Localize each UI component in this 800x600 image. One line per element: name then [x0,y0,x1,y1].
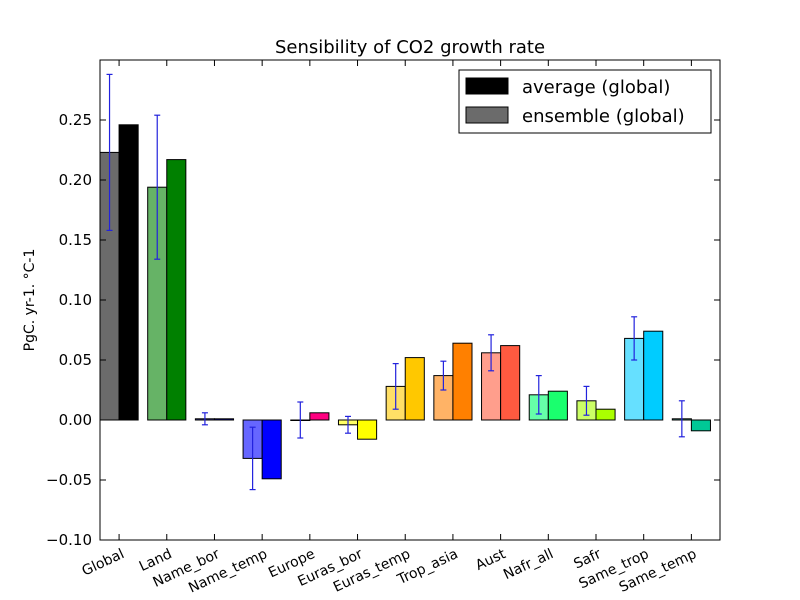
legend-label-average: average (global) [522,77,670,98]
bar-average-trop_asia [452,342,473,421]
bar-average-same_temp [690,419,711,432]
error-bar-nafr_all [535,375,542,415]
legend-swatch-average [465,77,509,95]
legend: average (global) ensemble (global) [458,69,712,134]
axes-layer: −0.10 −0.05 0.00 0.05 0.10 0.15 0.20 0.25 Global… [46,60,720,597]
bar-average-euras_bor [357,419,378,440]
error-bar-euras_temp [392,363,399,410]
error-bar-land [154,114,161,260]
legend-swatch-ensemble [465,106,509,124]
error-bar-euras_bor [345,415,351,434]
bar-average-aust [500,345,521,421]
bar-average-same_trop [643,330,664,421]
legend-label-ensemble: ensemble (global) [522,106,685,127]
bar-average-global [118,124,139,421]
x-tick-label-nafr_all: Nafr_all [501,546,556,583]
chart-title: Sensibility of CO2 growth rate [275,37,545,58]
error-bar-europe [297,401,304,439]
error-bar-trop_asia [440,360,447,391]
bar-average-name_bor [213,418,235,421]
y-tick-label: 0.25 [59,111,92,129]
y-tick-label: 0.05 [59,351,92,369]
y-axis-label: PgC. yr-1. °C-1 [22,249,38,352]
error-bar-safr [583,385,590,416]
bar-average-name_temp [261,419,282,480]
y-tick-label: −0.05 [46,471,92,489]
error-bar-name_bor [201,412,208,426]
y-tick-label: 0.15 [59,231,92,249]
bar-average-nafr_all [547,390,568,421]
y-tick-label: 0.20 [59,171,92,189]
x-tick-label-global: Global [80,546,127,579]
bars-layer [99,124,711,480]
bar-average-safr [595,408,616,421]
y-tick-label: 0.00 [59,411,92,429]
error-bar-name_temp [249,426,256,491]
error-bar-same_trop [631,316,638,361]
error-bars-layer [106,73,685,491]
bar-average-land [166,159,187,421]
error-bar-global [106,73,113,231]
y-tick-label: 0.10 [59,291,92,309]
error-bar-aust [488,334,495,372]
error-bar-same_temp [678,400,685,438]
y-tick-label: −0.10 [46,531,92,549]
bar-average-europe [309,412,330,421]
bar-average-euras_temp [404,357,425,421]
